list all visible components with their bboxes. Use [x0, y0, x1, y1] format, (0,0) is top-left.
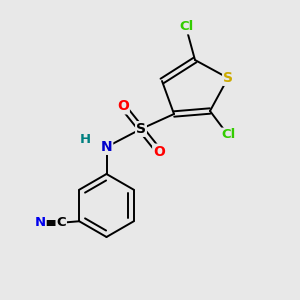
- Text: O: O: [117, 100, 129, 113]
- Text: C: C: [56, 216, 66, 229]
- Text: N: N: [101, 140, 112, 154]
- Text: S: S: [136, 122, 146, 136]
- Text: S: S: [223, 71, 233, 85]
- Text: Cl: Cl: [221, 128, 235, 142]
- Text: N: N: [35, 216, 46, 229]
- Text: Cl: Cl: [179, 20, 193, 34]
- Text: H: H: [80, 133, 91, 146]
- Text: O: O: [153, 145, 165, 158]
